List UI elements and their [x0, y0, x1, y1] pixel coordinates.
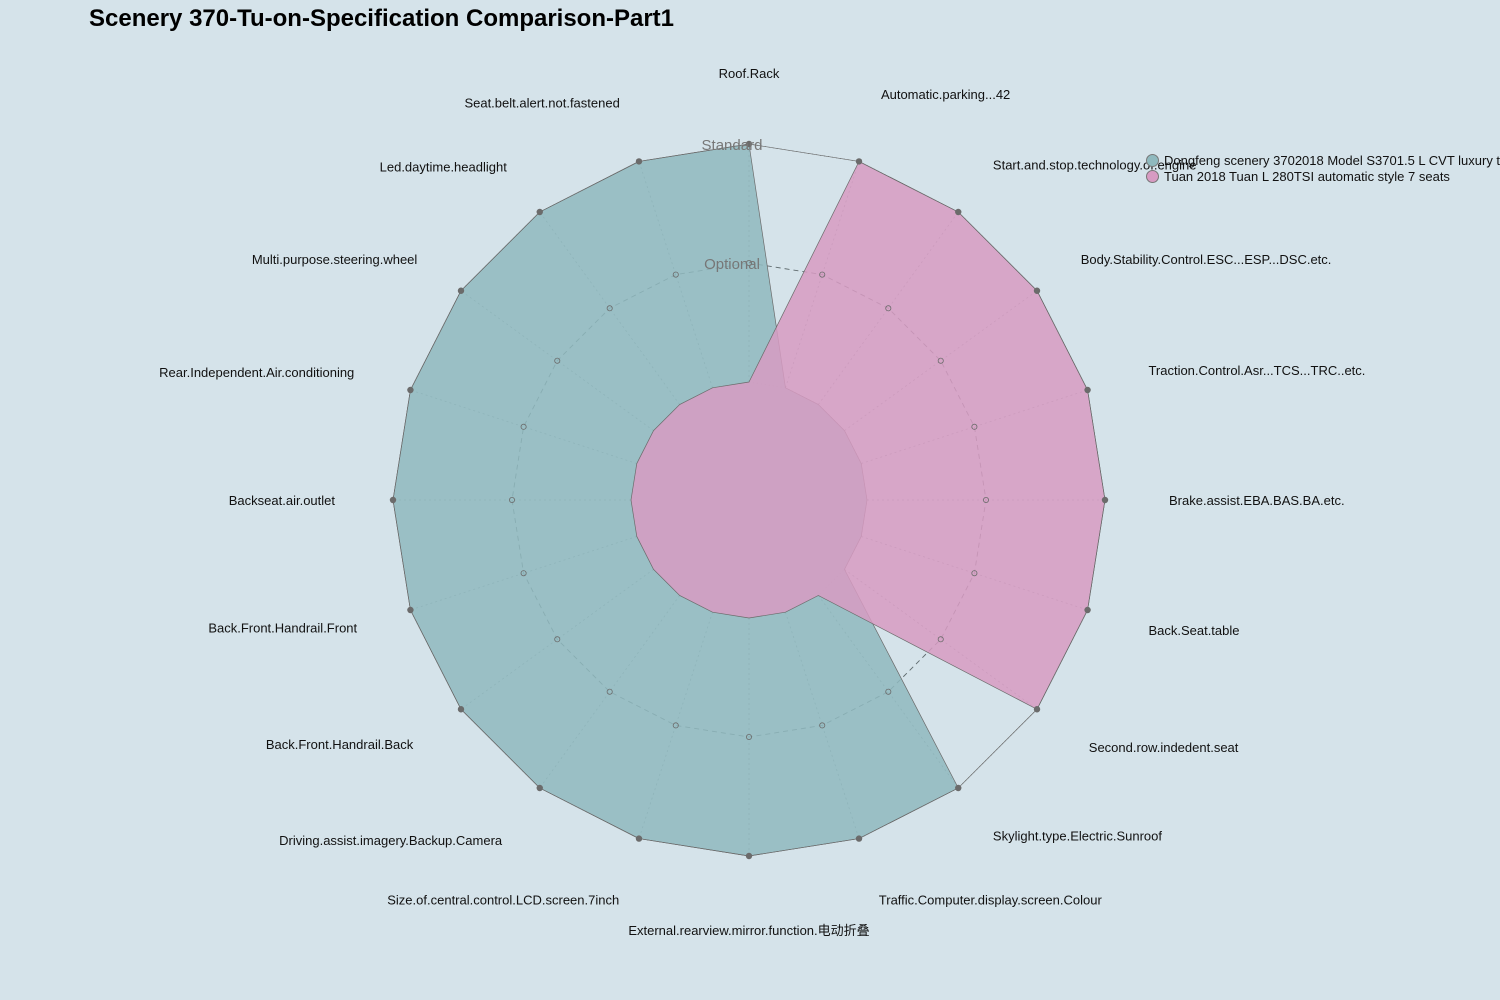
grid-ring-marker	[606, 305, 613, 312]
series-1-point	[457, 706, 465, 713]
axis-label: Skylight.type.Electric.Sunroof	[993, 829, 1162, 844]
axis-label: Multi.purpose.steering.wheel	[252, 252, 418, 267]
axis-label: Back.Seat.table	[1148, 623, 1239, 638]
series-2-point	[1101, 496, 1109, 504]
grid-ring-marker	[819, 271, 826, 278]
grid-ring-marker	[554, 636, 561, 643]
grid-ring-marker	[554, 357, 561, 364]
legend-swatch-series-1	[1146, 153, 1159, 167]
axis-label: Start.and.stop.technology.of.engine	[993, 157, 1197, 172]
series-2-point	[1084, 606, 1091, 614]
axis-label: Seat.belt.alert.not.fastened	[464, 95, 619, 110]
axis-label: External.rearview.mirror.function.电动折叠	[628, 923, 869, 938]
series-1-point	[457, 287, 465, 294]
series-2-point	[955, 208, 962, 216]
legend-swatch-series-2	[1146, 169, 1159, 183]
axis-label: Second.row.indedent.seat	[1089, 740, 1239, 755]
legend-label-series-1: Dongfeng scenery 3702018 Model S3701.5 L…	[1164, 152, 1500, 168]
legend-item-series-1: Dongfeng scenery 3702018 Model S3701.5 L…	[1146, 152, 1500, 168]
series-1-point	[407, 606, 414, 614]
axis-label: Body.Stability.Control.ESC...ESP...DSC.e…	[1081, 252, 1332, 267]
grid-ring-marker	[937, 636, 944, 643]
axis-label: Size.of.central.control.LCD.screen.7inch	[387, 892, 619, 907]
series-1-point	[536, 784, 543, 792]
series-2-point	[1033, 287, 1041, 294]
grid-ring-marker	[937, 357, 944, 364]
axis-label: Back.Front.Handrail.Front	[208, 620, 357, 635]
legend: Dongfeng scenery 3702018 Model S3701.5 L…	[1146, 152, 1500, 184]
series-1-point	[745, 852, 753, 860]
grid-ring-marker	[606, 688, 613, 695]
axis-label: Backseat.air.outlet	[229, 493, 336, 508]
axis-label: Back.Front.Handrail.Back	[266, 737, 414, 752]
legend-item-series-2: Tuan 2018 Tuan L 280TSI automatic style …	[1146, 168, 1500, 184]
grid-ring-marker	[672, 271, 679, 278]
series-1-point	[745, 140, 753, 148]
grid-ring-marker	[672, 722, 679, 729]
grid-ring-marker	[971, 570, 978, 577]
chart-title: Scenery 370-Tu-on-Specification Comparis…	[89, 5, 675, 32]
grid-ring-marker	[508, 496, 515, 503]
axis-label: Driving.assist.imagery.Backup.Camera	[279, 833, 503, 848]
series-1-point	[407, 386, 414, 394]
grid-ring-marker	[885, 305, 892, 312]
grid-ring-marker	[885, 688, 892, 695]
series-2-point	[1033, 706, 1041, 713]
axis-label: Roof.Rack	[719, 66, 780, 81]
axis-label: Traction.Control.Asr...TCS...TRC..etc.	[1148, 363, 1365, 378]
axis-label: Brake.assist.EBA.BAS.BA.etc.	[1169, 493, 1345, 508]
grid-ring-marker	[819, 722, 826, 729]
axis-label: Rear.Independent.Air.conditioning	[159, 365, 354, 380]
level-label: Standard	[702, 137, 763, 154]
grid-ring-marker	[971, 423, 978, 430]
grid-ring-marker	[746, 734, 753, 741]
grid-ring-marker	[520, 423, 527, 430]
series-2-point	[1084, 386, 1091, 394]
legend-label-series-2: Tuan 2018 Tuan L 280TSI automatic style …	[1164, 168, 1450, 184]
series-1-point	[536, 208, 543, 216]
axis-label: Automatic.parking...42	[881, 87, 1010, 102]
grid-ring-marker	[520, 570, 527, 577]
grid-ring-marker	[746, 259, 753, 266]
series-1-point	[955, 784, 962, 792]
axis-label: Traffic.Computer.display.screen.Colour	[879, 892, 1103, 907]
series-1-point	[635, 158, 643, 165]
axis-label: Led.daytime.headlight	[380, 160, 508, 175]
grid-ring-marker	[983, 496, 990, 503]
level-label: Optional	[704, 256, 760, 273]
series-2-point	[855, 158, 863, 165]
series-1-point	[389, 496, 397, 504]
series-1-point	[855, 835, 863, 842]
series-1-point	[635, 835, 643, 842]
